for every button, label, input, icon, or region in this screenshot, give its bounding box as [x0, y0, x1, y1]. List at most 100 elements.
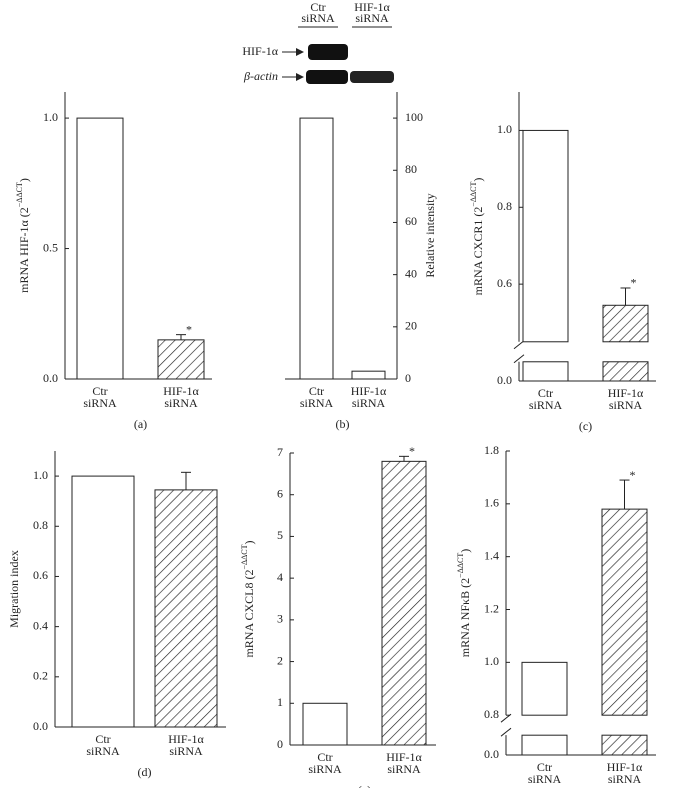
bar — [71, 475, 135, 728]
y-axis-label-part: mRNA NFκB (2 — [458, 578, 472, 657]
x-tick-label: siRNA — [529, 398, 563, 412]
significance: * — [630, 468, 636, 482]
x-tick-label: Ctr — [538, 386, 553, 400]
y-tick-label: 0.0 — [43, 371, 58, 385]
y-tick-label: 0.6 — [33, 568, 48, 582]
x-tick-label: siRNA — [169, 744, 203, 758]
blot-lane-label: siRNA — [355, 11, 389, 25]
bar — [154, 489, 218, 728]
y-tick-label: 2 — [277, 653, 283, 667]
y-tick-label: 1.0 — [43, 110, 58, 124]
bar — [76, 117, 124, 380]
bar — [521, 734, 568, 756]
y-axis-label-part: mRNA HIF-1α (2 — [17, 207, 31, 293]
bar — [299, 117, 334, 380]
x-tick-label: Ctr — [92, 384, 107, 398]
x-tick-label: Ctr — [95, 732, 110, 746]
y-tick-label: 40 — [405, 266, 417, 280]
y-tick-label: 3 — [277, 612, 283, 626]
y-axis-label: Relative intensity — [423, 193, 437, 277]
y-tick-label: 0.5 — [43, 240, 58, 254]
y-tick-label: 0.4 — [33, 618, 48, 632]
significance: * — [631, 276, 637, 290]
y-axis-label-part: ) — [17, 178, 31, 182]
y-tick-label: 0.6 — [497, 276, 512, 290]
bar — [602, 304, 649, 343]
y-axis-label-part: −ΔΔCT — [456, 553, 465, 578]
significance: * — [409, 444, 415, 458]
y-axis-label: mRNA CXCR1 (2−ΔΔCT) — [469, 178, 485, 296]
y-tick-label: 1 — [277, 695, 283, 709]
y-tick-label: 7 — [277, 445, 283, 459]
bar — [602, 361, 649, 382]
bar — [522, 129, 569, 343]
bar — [157, 339, 205, 380]
y-tick-label: 0.8 — [33, 518, 48, 532]
axis-break — [513, 340, 525, 350]
y-tick-label: 6 — [277, 486, 283, 500]
x-tick-label: HIF-1α — [351, 384, 387, 398]
y-axis-label: mRNA HIF-1α (2−ΔΔCT) — [15, 178, 31, 293]
bar — [521, 661, 568, 716]
y-tick-label: 5 — [277, 528, 283, 542]
x-tick-label: HIF-1α — [607, 760, 643, 774]
y-tick-label: 60 — [405, 214, 417, 228]
y-tick-label: 0.2 — [33, 669, 48, 683]
panel-label: (e) — [358, 783, 371, 788]
blot-band-label: β-actin — [243, 69, 278, 83]
panel-label: (b) — [336, 417, 350, 431]
x-tick-label: siRNA — [300, 396, 334, 410]
significance: * — [186, 322, 192, 336]
x-tick-label: Ctr — [317, 750, 332, 764]
y-axis-label-part: −ΔΔCT — [240, 544, 249, 569]
bar — [522, 361, 569, 382]
y-tick-label: 0.0 — [33, 719, 48, 733]
blot-band — [306, 70, 348, 84]
y-tick-label: 1.0 — [497, 122, 512, 136]
y-tick-label: 100 — [405, 110, 423, 124]
x-tick-label: siRNA — [83, 396, 117, 410]
y-tick-label: 0 — [277, 737, 283, 751]
panel-label: (a) — [134, 417, 147, 431]
y-tick-label: 0.0 — [484, 747, 499, 761]
panel-label: (c) — [579, 419, 592, 433]
bar — [302, 702, 348, 746]
x-tick-label: siRNA — [164, 396, 198, 410]
blot-band-label: HIF-1α — [242, 44, 278, 58]
x-tick-label: siRNA — [528, 772, 562, 786]
y-tick-label: 1.0 — [33, 468, 48, 482]
x-tick-label: siRNA — [308, 762, 342, 776]
y-tick-label: 0 — [405, 371, 411, 385]
x-tick-label: HIF-1α — [163, 384, 199, 398]
bar — [381, 460, 427, 746]
y-tick-label: 1.6 — [484, 496, 499, 510]
y-tick-label: 0.0 — [497, 373, 512, 387]
y-axis-label-part: −ΔΔCT — [469, 182, 478, 207]
x-tick-label: Ctr — [309, 384, 324, 398]
x-tick-label: HIF-1α — [168, 732, 204, 746]
x-tick-label: HIF-1α — [386, 750, 422, 764]
axis-break — [500, 727, 512, 737]
y-tick-label: 1.0 — [484, 654, 499, 668]
y-axis-label-part: mRNA CXCL8 (2 — [242, 570, 256, 658]
y-tick-label: 1.4 — [484, 548, 499, 562]
x-tick-label: HIF-1α — [608, 386, 644, 400]
panel-label: (d) — [138, 765, 152, 779]
y-tick-label: 1.2 — [484, 601, 499, 615]
x-tick-label: siRNA — [609, 398, 643, 412]
blot-band — [350, 71, 394, 83]
x-tick-label: Ctr — [537, 760, 552, 774]
y-axis-label-part: mRNA CXCR1 (2 — [471, 207, 485, 296]
bar — [601, 508, 648, 716]
y-tick-label: 4 — [277, 570, 283, 584]
y-tick-label: 1.8 — [484, 443, 499, 457]
x-tick-label: siRNA — [86, 744, 120, 758]
blot-lane-label: HIF-1α — [354, 0, 390, 14]
y-axis-label-part: ) — [458, 549, 472, 553]
blot-lane-label: Ctr — [310, 0, 325, 14]
axis-break — [513, 354, 525, 364]
y-tick-label: 0.8 — [497, 199, 512, 213]
y-axis-label: mRNA CXCL8 (2−ΔΔCT) — [240, 540, 256, 657]
y-tick-label: 80 — [405, 162, 417, 176]
